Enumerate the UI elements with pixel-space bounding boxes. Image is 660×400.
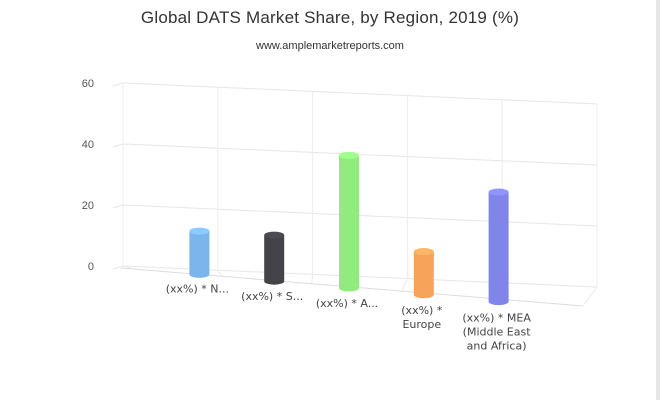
floor-divider bbox=[311, 274, 314, 284]
gridline bbox=[122, 82, 598, 105]
y-tick-label: 40 bbox=[82, 139, 94, 151]
bar-body bbox=[339, 155, 359, 292]
side-gridline bbox=[112, 143, 124, 148]
gridline bbox=[122, 204, 598, 227]
category-label: (xx%) * MEA (Middle East and Africa) bbox=[462, 311, 531, 352]
category-label-line: Europe bbox=[402, 318, 441, 331]
bar bbox=[189, 227, 210, 278]
bar bbox=[339, 151, 359, 292]
floor-divider bbox=[217, 269, 222, 276]
category-label-line: (Middle East bbox=[463, 325, 532, 338]
category-label-line: (xx%) * bbox=[401, 304, 443, 317]
floor-divider bbox=[122, 265, 132, 269]
chart-title: Global DATS Market Share, by Region, 201… bbox=[140, 8, 520, 27]
bar-body bbox=[488, 192, 509, 306]
bar bbox=[264, 231, 285, 285]
x-axis: (xx%) * N... (xx%) * S... (xx%) * A... (xx%… bbox=[166, 283, 532, 353]
side-gridline bbox=[112, 265, 124, 270]
scrollbar[interactable] bbox=[656, 0, 660, 400]
bar bbox=[488, 188, 509, 306]
bars bbox=[189, 151, 509, 306]
category-label-line: (xx%) * MEA bbox=[462, 311, 531, 324]
floor-divider bbox=[401, 278, 408, 291]
floor-divider bbox=[582, 286, 598, 307]
side-gridline bbox=[112, 204, 124, 209]
bar-cap bbox=[264, 231, 285, 239]
bar-cap bbox=[339, 151, 359, 159]
y-tick-label: 0 bbox=[88, 261, 94, 273]
category-label-line: and Africa) bbox=[467, 339, 527, 352]
y-tick-label: 20 bbox=[82, 200, 94, 212]
bar bbox=[413, 248, 434, 299]
category-label-line: (xx%) * S... bbox=[241, 290, 303, 303]
gridline bbox=[122, 143, 598, 166]
chart-subtitle: www.amplemarketreports.com bbox=[256, 40, 404, 52]
category-label: (xx%) * S... bbox=[241, 290, 303, 303]
category-label: (xx%) * N... bbox=[166, 283, 229, 296]
grid bbox=[112, 82, 598, 307]
bar-body bbox=[264, 235, 285, 285]
y-tick-label: 60 bbox=[82, 78, 94, 90]
bar-cap bbox=[413, 248, 434, 256]
bar-body bbox=[189, 231, 210, 278]
bar-body bbox=[413, 251, 434, 299]
category-label-line: (xx%) * N... bbox=[166, 283, 229, 296]
y-axis: 0 20 40 60 bbox=[82, 78, 94, 273]
bar-cap bbox=[189, 227, 210, 235]
side-gridline bbox=[112, 82, 124, 87]
category-label: (xx%) * A... bbox=[316, 297, 378, 310]
category-label: (xx%) * Europe bbox=[401, 304, 443, 331]
bar-cap bbox=[488, 188, 509, 196]
category-label-line: (xx%) * A... bbox=[316, 297, 378, 310]
